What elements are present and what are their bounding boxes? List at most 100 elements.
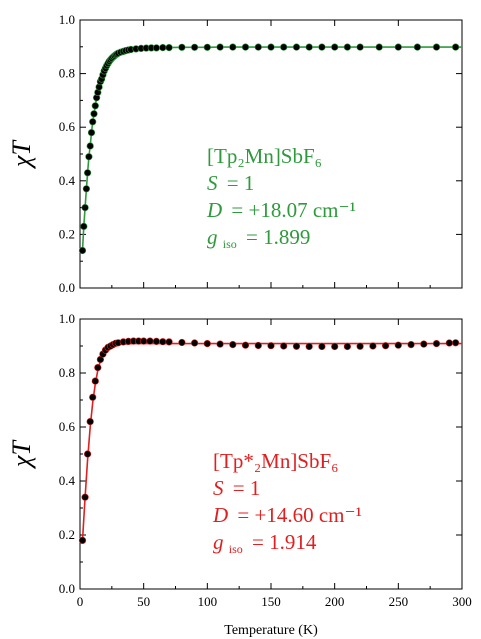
bottom-data-point — [140, 337, 148, 345]
top-y-tick-label: 0.6 — [59, 119, 76, 134]
bottom-data-point — [216, 340, 224, 348]
top-data-point — [267, 43, 275, 51]
top-data-point — [165, 43, 173, 52]
bottom-data-point — [267, 342, 275, 350]
top-y-tick-label: 0.8 — [59, 66, 75, 81]
bottom-data-point — [191, 339, 199, 347]
top-data-point — [254, 43, 262, 51]
bottom-x-tick-label: 50 — [137, 594, 150, 609]
bottom-data-point — [356, 342, 364, 350]
top-data-point — [375, 43, 383, 51]
top-data-point — [191, 43, 199, 51]
bottom-data-point — [159, 338, 167, 346]
bottom-g-line: g iso = 1.914 — [213, 530, 317, 558]
bottom-d-line: D = +14.60 cm⁻¹ — [212, 503, 362, 527]
top-annotation: [Tp₂Mn]SbF₆ S = 1 D = +18.07 cm⁻¹ g iso … — [206, 144, 356, 253]
top-data-point — [80, 222, 88, 230]
top-data-point — [203, 43, 211, 51]
bottom-data-point — [89, 393, 97, 401]
top-axes: 0.0 0.2 0.4 0.6 0.8 1.0 — [59, 12, 463, 295]
bottom-x-tick-label: 250 — [389, 594, 409, 609]
bottom-data-point — [292, 342, 301, 350]
top-data-point — [90, 110, 98, 118]
top-data-point — [159, 43, 167, 52]
bottom-data-point — [305, 342, 313, 351]
top-g-line: g iso = 1.899 — [207, 225, 310, 253]
bottom-data-point — [432, 340, 441, 348]
top-data-point — [82, 185, 90, 193]
bottom-y-axis-label: χT — [7, 440, 36, 470]
top-data-point — [318, 43, 326, 51]
top-y-tick-label: 1.0 — [59, 12, 75, 27]
top-data-point — [292, 43, 301, 51]
top-data-point — [152, 44, 160, 52]
bottom-data-point — [331, 342, 339, 351]
x-axis-label: Temperature (K) — [224, 623, 318, 638]
top-spin-line: S = 1 — [207, 171, 254, 195]
bottom-data-point — [318, 342, 326, 351]
bottom-y-tick-label: 0.2 — [59, 527, 75, 542]
bottom-data-point — [241, 341, 250, 349]
top-y-tick-label: 0.2 — [59, 226, 75, 241]
top-data-point — [241, 43, 250, 51]
bottom-data-point — [280, 342, 288, 350]
bottom-data-point — [254, 341, 262, 350]
bottom-data-point — [382, 342, 390, 350]
top-data-point — [356, 43, 364, 51]
top-d-line: D = +18.07 cm⁻¹ — [206, 198, 356, 222]
bottom-data-point — [91, 377, 99, 385]
top-data-point — [413, 43, 422, 51]
top-data-point — [280, 43, 288, 51]
bottom-y-tick-label: 0.4 — [59, 473, 76, 488]
top-data-point — [83, 169, 92, 177]
bottom-data-point — [407, 341, 415, 349]
bottom-y-tick-label: 0.0 — [59, 581, 75, 596]
bottom-data-point — [394, 341, 402, 349]
top-data-point — [452, 43, 460, 51]
bottom-data-point — [178, 338, 186, 347]
bottom-y-tick-label: 0.8 — [59, 365, 75, 380]
top-data-point — [331, 43, 339, 51]
bottom-panel: 0.00.20.40.60.81.00 50 100 150 200 250 300 χT … — [7, 311, 472, 638]
bottom-data-point — [152, 337, 160, 346]
bottom-data-point — [146, 337, 154, 345]
bottom-data-point — [165, 338, 173, 346]
top-data-point — [86, 142, 94, 150]
top-data-point — [91, 102, 99, 110]
top-y-axis-label: χT — [7, 140, 36, 170]
top-data-point — [216, 43, 224, 51]
bottom-x-tick-label: 100 — [198, 594, 218, 609]
bottom-data-point — [369, 342, 377, 350]
top-data-point — [87, 129, 96, 137]
bottom-x-tick-label: 150 — [261, 594, 281, 609]
bottom-y-tick-label: 0.6 — [59, 419, 76, 434]
top-data-point — [81, 204, 89, 212]
bottom-data-point — [83, 450, 92, 458]
bottom-data-point — [203, 340, 211, 348]
top-data-point — [85, 153, 93, 161]
bottom-axes: 0.0 0.2 0.4 0.6 0.8 1.0 0 50 100 150 200 250 300 — [59, 311, 472, 609]
bottom-data-points — [78, 337, 460, 545]
bottom-data-point — [229, 341, 237, 349]
top-data-point — [78, 246, 87, 255]
top-compound-label: [Tp₂Mn]SbF₆ — [207, 144, 322, 168]
top-data-point — [178, 43, 186, 51]
top-data-points — [78, 43, 460, 255]
top-data-point — [305, 43, 313, 51]
bottom-compound-label: [Tp*₂Mn]SbF₆ — [213, 449, 339, 473]
bottom-data-point — [343, 342, 352, 351]
bottom-data-point — [86, 418, 94, 426]
bottom-data-point — [81, 493, 89, 501]
top-data-point — [229, 43, 237, 51]
bottom-x-tick-label: 300 — [452, 594, 472, 609]
bottom-data-point — [452, 339, 460, 347]
top-data-point — [343, 43, 352, 51]
bottom-data-point — [94, 364, 102, 372]
bottom-data-point — [420, 340, 428, 348]
bottom-x-tick-label: 0 — [77, 594, 84, 609]
top-y-tick-label: 0.4 — [59, 173, 76, 188]
bottom-x-tick-label: 200 — [325, 594, 345, 609]
bottom-spin-line: S = 1 — [213, 476, 260, 500]
bottom-data-point — [445, 339, 453, 347]
